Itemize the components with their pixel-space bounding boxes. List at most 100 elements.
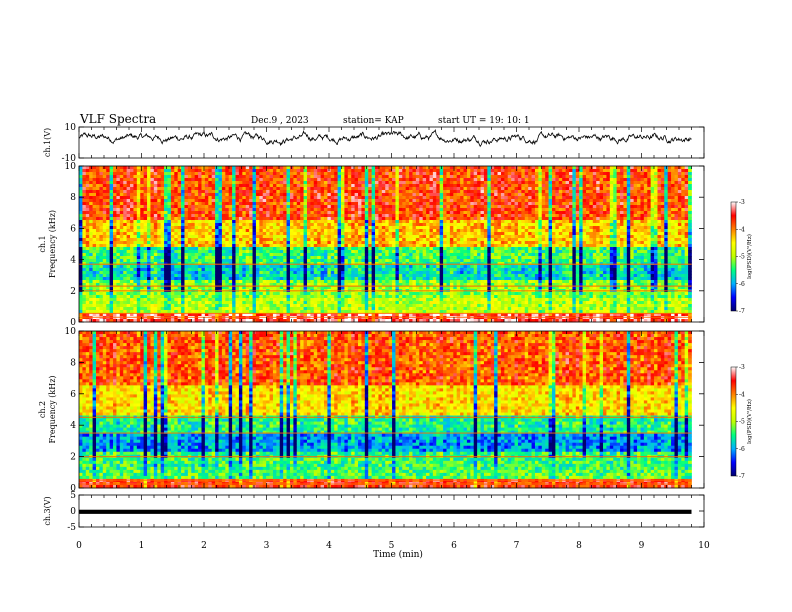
spectrogram-cell <box>215 217 219 220</box>
spectrogram-cell <box>321 202 325 205</box>
spectrogram-cell <box>161 184 165 187</box>
spectrogram-cell <box>259 253 263 256</box>
spectrogram-cell <box>266 199 270 202</box>
spectrogram-cell <box>283 250 287 253</box>
spectrogram-cell <box>395 274 399 277</box>
spectrogram-cell <box>236 301 240 304</box>
spectrogram-cell <box>184 238 188 241</box>
spectrogram-cell <box>372 271 376 274</box>
spectrogram-cell <box>79 184 83 187</box>
spectrogram-cell <box>120 304 124 307</box>
spectrogram-cell <box>287 292 291 295</box>
spectrogram-cell <box>150 268 154 271</box>
spectrogram-cell <box>167 181 171 184</box>
spectrogram-cell <box>334 235 338 238</box>
spectrogram-cell <box>297 223 301 226</box>
spectrogram-cell <box>338 292 342 295</box>
spectrogram-cell <box>307 247 311 250</box>
spectrogram-cell <box>103 265 107 268</box>
spectrogram-cell <box>389 196 393 199</box>
spectrogram-cell <box>103 205 107 208</box>
spectrogram-cell <box>188 298 192 301</box>
spectrogram-cell <box>242 196 246 199</box>
spectrogram-cell <box>314 229 318 232</box>
spectrogram-cell <box>334 214 338 217</box>
spectrogram-cell <box>395 271 399 274</box>
spectrogram-cell <box>178 232 182 235</box>
spectrogram-cell <box>358 250 362 253</box>
spectrogram-cell <box>161 238 165 241</box>
spectrogram-cell <box>195 295 199 298</box>
spectrogram-cell <box>99 250 103 253</box>
spectrogram-cell <box>310 250 314 253</box>
spectrogram-cell <box>198 265 202 268</box>
spectrogram-cell <box>127 220 131 223</box>
spectrogram-cell <box>297 268 301 271</box>
spectrogram-cell <box>86 250 90 253</box>
spectrogram-cell <box>82 172 86 175</box>
spectrogram-cell <box>338 301 342 304</box>
spectrogram-cell <box>280 304 284 307</box>
spectrogram-cell <box>242 280 246 283</box>
spectrogram-cell <box>195 307 199 310</box>
spectrogram-cell <box>358 166 362 169</box>
spectrogram-cell <box>382 184 386 187</box>
spectrogram-cell <box>270 253 274 256</box>
spectrogram-cell <box>205 232 209 235</box>
spectrogram-cell <box>171 187 175 190</box>
spectrogram-cell <box>225 166 229 169</box>
spectrogram-cell <box>198 217 202 220</box>
spectrogram-cell <box>355 304 359 307</box>
spectrogram-cell <box>127 238 131 241</box>
spectrogram-cell <box>378 247 382 250</box>
spectrogram-cell <box>106 169 110 172</box>
spectrogram-cell <box>164 223 168 226</box>
spectrogram-cell <box>263 238 267 241</box>
spectrogram-cell <box>321 190 325 193</box>
spectrogram-cell <box>300 190 304 193</box>
spectrogram-cell <box>361 172 365 175</box>
spectrogram-cell <box>256 208 260 211</box>
spectrogram-cell <box>116 229 120 232</box>
spectrogram-cell <box>266 277 270 280</box>
spectrogram-cell <box>82 280 86 283</box>
spectrogram-cell <box>181 223 185 226</box>
spectrogram-cell <box>208 199 212 202</box>
spectrogram-cell <box>174 235 178 238</box>
spectrogram-cell <box>355 193 359 196</box>
spectrogram-cell <box>355 184 359 187</box>
spectrogram-cell <box>120 196 124 199</box>
spectrogram-cell <box>300 166 304 169</box>
spectrogram-cell <box>215 256 219 259</box>
spectrogram-cell <box>273 307 277 310</box>
spectrogram-cell <box>270 304 274 307</box>
spectrogram-cell <box>113 253 117 256</box>
spectrogram-cell <box>246 304 250 307</box>
spectrogram-cell <box>164 292 168 295</box>
spectrogram-cell <box>273 193 277 196</box>
spectrogram-cell <box>246 271 250 274</box>
spectrogram-cell <box>157 214 161 217</box>
spectrogram-cell <box>96 304 100 307</box>
spectrogram-cell <box>297 253 301 256</box>
spectrogram-cell <box>358 274 362 277</box>
spectrogram-cell <box>351 280 355 283</box>
spectrogram-cell <box>263 247 267 250</box>
spectrogram-cell <box>188 292 192 295</box>
spectrogram-cell <box>208 265 212 268</box>
spectrogram-cell <box>249 217 253 220</box>
spectrogram-cell <box>372 169 376 172</box>
spectrogram-cell <box>355 292 359 295</box>
spectrogram-cell <box>137 247 141 250</box>
spectrogram-cell <box>232 253 236 256</box>
spectrogram-cell <box>276 292 280 295</box>
spectrogram-cell <box>140 232 144 235</box>
spectrogram-cell <box>147 232 151 235</box>
spectrogram-cell <box>239 241 243 244</box>
spectrogram-cell <box>154 304 158 307</box>
spectrogram-cell <box>287 250 291 253</box>
spectrogram-cell <box>123 250 127 253</box>
spectrogram-cell <box>266 304 270 307</box>
spectrogram-cell <box>140 205 144 208</box>
spectrogram-cell <box>341 247 345 250</box>
